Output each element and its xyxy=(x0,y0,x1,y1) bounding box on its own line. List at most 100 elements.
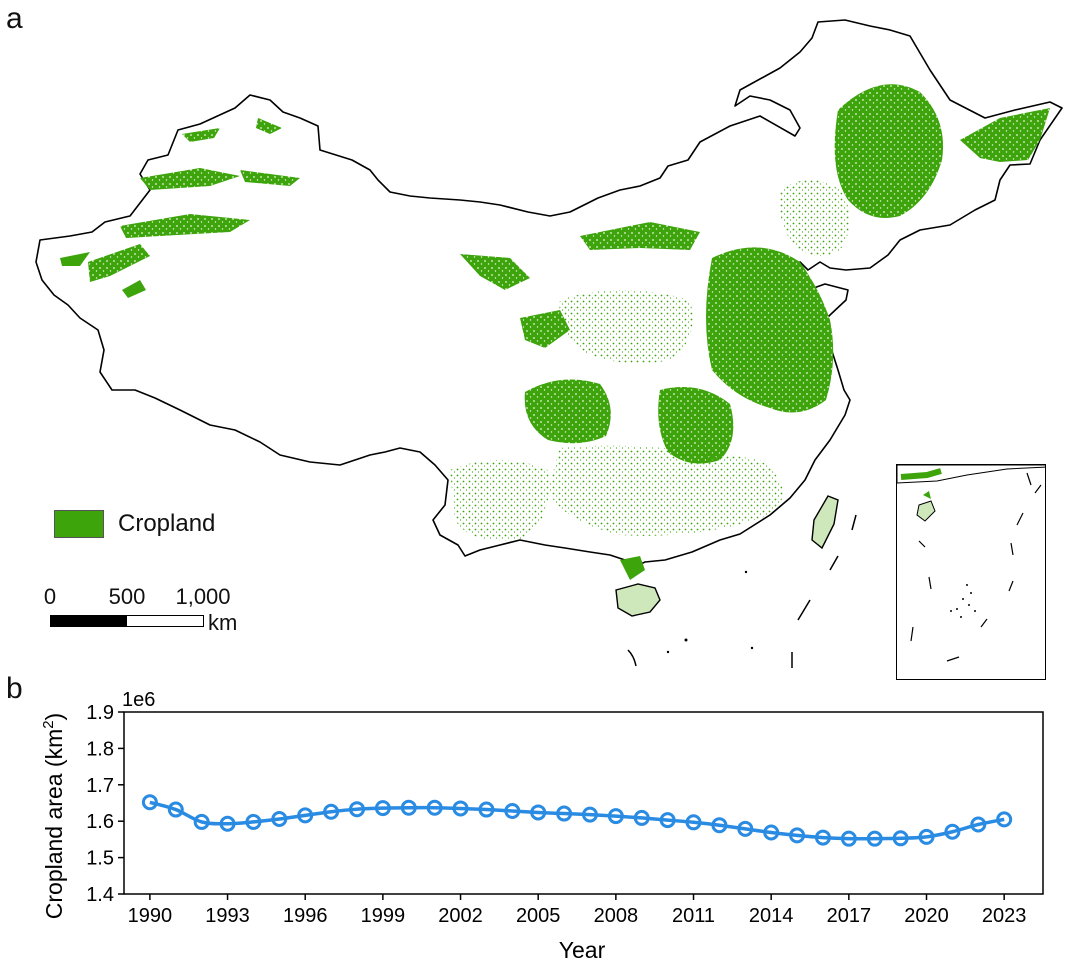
data-point xyxy=(763,824,780,841)
data-point xyxy=(659,812,676,829)
cropland-region xyxy=(706,247,834,413)
cropland-region xyxy=(460,254,530,290)
data-point xyxy=(789,827,806,844)
x-tick-label: 2008 xyxy=(594,905,639,927)
cropland-region xyxy=(524,379,611,444)
legend-label: Cropland xyxy=(118,510,216,537)
china-outline xyxy=(35,19,1063,569)
x-tick-label: 1993 xyxy=(205,905,250,927)
x-tick-label: 2002 xyxy=(438,905,483,927)
map-legend: Cropland xyxy=(54,510,215,538)
data-point xyxy=(944,823,961,840)
series-line xyxy=(149,800,1005,841)
x-axis-label: Year xyxy=(559,937,606,963)
plot-frame xyxy=(123,711,1044,895)
data-point xyxy=(504,803,521,820)
cropland-region xyxy=(120,214,250,238)
x-tick-label: 2017 xyxy=(827,905,872,927)
cropland-region xyxy=(960,108,1050,162)
cropland-region xyxy=(256,118,282,134)
data-point xyxy=(530,804,547,821)
data-point xyxy=(840,830,857,847)
data-point xyxy=(478,801,495,818)
cropland-region xyxy=(548,445,783,536)
x-tick-label: 2023 xyxy=(982,905,1027,927)
data-point xyxy=(814,829,831,846)
x-tick-label: 2014 xyxy=(749,905,794,927)
scale-bar: 0 500 1,000 km xyxy=(42,584,272,635)
data-point xyxy=(400,799,417,816)
hainan-island xyxy=(615,583,661,617)
panel-b-letter: b xyxy=(6,672,23,705)
data-point xyxy=(245,813,262,830)
cropland-region xyxy=(182,128,220,142)
cropland-region xyxy=(520,310,570,348)
x-tick-label: 1996 xyxy=(283,905,328,927)
cropland-region xyxy=(88,244,150,282)
data-point xyxy=(219,815,236,832)
scale-segment-white xyxy=(126,615,204,627)
y-tick-label: 1.4 xyxy=(86,884,114,906)
cropland-region xyxy=(60,252,90,266)
data-point xyxy=(685,814,702,831)
x-tick-label: 2005 xyxy=(516,905,561,927)
data-point xyxy=(374,800,391,817)
south-china-sea-inset xyxy=(896,464,1046,680)
chart-series xyxy=(141,794,1013,847)
cropland-region xyxy=(122,280,146,298)
scale-segment-black xyxy=(50,615,128,627)
data-point xyxy=(581,806,598,823)
data-point xyxy=(452,800,469,817)
cropland-map xyxy=(35,19,1063,668)
taiwan-island xyxy=(811,495,839,550)
data-point xyxy=(970,816,987,833)
scale-label-0: 0 xyxy=(43,584,57,609)
y-tick-label: 1.8 xyxy=(86,738,114,760)
legend-swatch xyxy=(54,510,104,538)
data-point xyxy=(348,801,365,818)
y-axis-label: Cropland area (km2) xyxy=(40,713,67,919)
data-point xyxy=(141,794,158,811)
chart-axes xyxy=(123,711,1044,895)
y-offset-label: 1e6 xyxy=(122,689,155,711)
scale-unit: km xyxy=(208,610,238,635)
cropland-region xyxy=(620,556,645,580)
inset-map xyxy=(897,465,1045,662)
data-point xyxy=(996,811,1013,828)
data-point xyxy=(271,811,288,828)
cropland-region xyxy=(834,84,944,219)
cropland-regions xyxy=(60,84,1050,580)
x-tick-label: 2011 xyxy=(672,905,715,927)
y-tick-label: 1.9 xyxy=(86,702,114,724)
cropland-region xyxy=(779,180,850,256)
data-point xyxy=(711,817,728,834)
data-point xyxy=(866,830,883,847)
chart-ticks: 1.4 1.5 1.6 1.7 1.8 1.9 1990 1993 1996 1999 2002 20… xyxy=(86,702,1026,927)
data-point xyxy=(323,803,340,820)
data-point xyxy=(633,809,650,826)
scale-label-500: 500 xyxy=(108,584,146,609)
x-tick-label: 1999 xyxy=(361,905,406,927)
cropland-region xyxy=(559,290,693,364)
y-tick-label: 1.7 xyxy=(86,775,114,797)
panel-a-letter: a xyxy=(6,2,23,35)
data-point xyxy=(607,808,624,825)
cropland-region xyxy=(580,222,700,250)
x-tick-label: 2020 xyxy=(904,905,949,927)
cropland-area-chart: 1.4 1.5 1.6 1.7 1.8 1.9 1990 1993 1996 1999 2002 20… xyxy=(40,689,1044,963)
data-point xyxy=(297,807,314,824)
x-tick-label: 1990 xyxy=(128,905,173,927)
data-point xyxy=(426,799,443,816)
data-point xyxy=(918,828,935,845)
data-point xyxy=(556,805,573,822)
data-point xyxy=(193,813,210,830)
data-point xyxy=(737,820,754,837)
cropland-region xyxy=(240,170,300,186)
y-tick-label: 1.6 xyxy=(86,811,114,833)
data-point xyxy=(167,801,184,818)
cropland-region xyxy=(450,460,550,541)
scale-label-1000: 1,000 xyxy=(175,584,231,609)
cropland-region xyxy=(140,168,240,190)
y-tick-label: 1.5 xyxy=(86,848,114,870)
data-point xyxy=(892,830,909,847)
